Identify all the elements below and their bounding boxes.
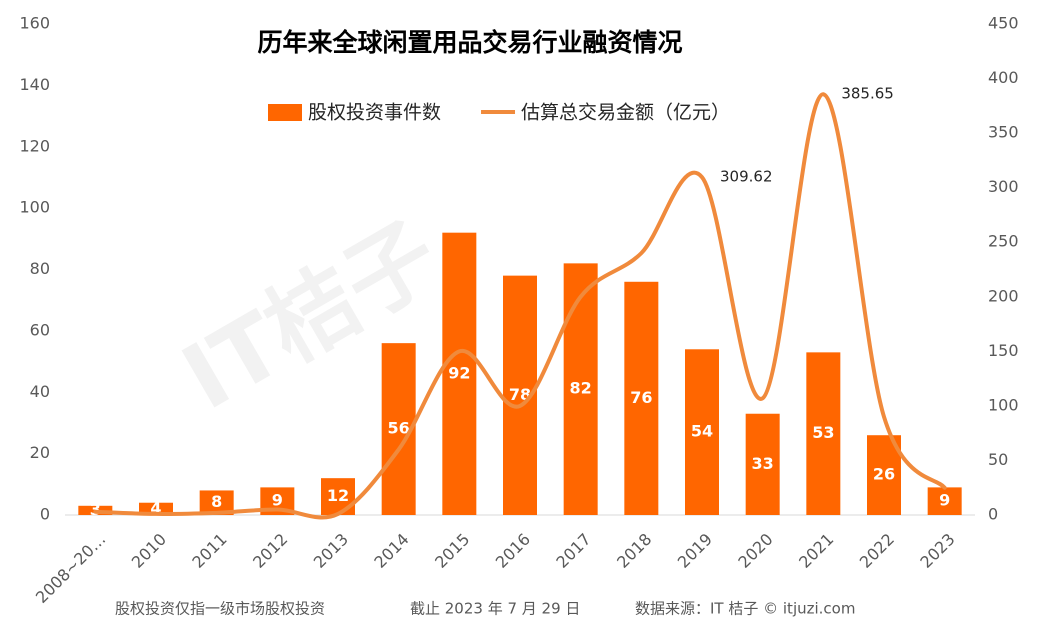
bar-value-label: 8: [211, 492, 222, 511]
bar-value-label: 76: [630, 388, 652, 407]
chart-title: 历年来全球闲置用品交易行业融资情况: [257, 28, 682, 57]
line-value-label: 309.62: [720, 168, 773, 186]
y2-tick-label: 150: [988, 341, 1019, 360]
bar-value-label: 54: [691, 422, 713, 441]
bar: [927, 487, 962, 515]
bar: [806, 352, 841, 515]
bar-value-label: 12: [327, 486, 349, 505]
x-tick-label: 2016: [492, 530, 534, 572]
y-tick-label: 80: [30, 259, 50, 278]
y-tick-label: 40: [30, 382, 50, 401]
y-tick-label: 60: [30, 320, 50, 339]
x-tick-label: 2014: [370, 530, 412, 572]
y2-tick-label: 50: [988, 450, 1008, 469]
x-tick-label: 2022: [856, 530, 898, 572]
x-tick-label: 2017: [552, 530, 594, 572]
x-tick-label: 2008~20…: [32, 530, 109, 607]
y-tick-label: 160: [19, 14, 50, 33]
x-tick-label: 2011: [188, 530, 230, 572]
bar: [563, 263, 598, 515]
y2-tick-label: 350: [988, 123, 1019, 142]
legend-label: 股权投资事件数: [308, 102, 441, 124]
bar-value-label: 9: [939, 491, 950, 510]
bar-value-label: 92: [448, 363, 470, 382]
bar-value-label: 53: [812, 423, 834, 442]
bar-value-label: 3: [90, 500, 101, 519]
y-tick-label: 0: [40, 505, 50, 524]
y-tick-label: 140: [19, 75, 50, 94]
footer-source: 数据来源：IT 桔子 © itjuzi.com: [635, 600, 855, 618]
x-tick-label: 2013: [310, 530, 352, 572]
y2-tick-label: 0: [988, 505, 998, 524]
x-tick-label: 2020: [734, 530, 776, 572]
y2-tick-label: 200: [988, 286, 1019, 305]
y2-tick-label: 450: [988, 14, 1019, 33]
bar-value-label: 4: [150, 498, 161, 517]
x-tick-label: 2018: [613, 530, 655, 572]
bar: [442, 232, 477, 516]
bar-value-label: 82: [570, 379, 592, 398]
y2-tick-label: 300: [988, 177, 1019, 196]
x-tick-label: 2021: [795, 530, 837, 572]
footer-note: 股权投资仅指一级市场股权投资: [115, 600, 325, 618]
y2-tick-label: 100: [988, 395, 1019, 414]
x-tick-label: 2012: [249, 530, 291, 572]
legend-label: 估算总交易金额（亿元）: [521, 102, 730, 124]
x-tick-label: 2010: [128, 530, 170, 572]
x-tick-label: 2015: [431, 530, 473, 572]
bar-value-label: 9: [272, 491, 283, 510]
x-tick-label: 2023: [916, 530, 958, 572]
line-value-label: 385.65: [841, 85, 894, 103]
y2-tick-label: 250: [988, 232, 1019, 251]
y-tick-label: 120: [19, 136, 50, 155]
bar-value-label: 56: [388, 419, 410, 438]
y-tick-label: 20: [30, 443, 50, 462]
x-tick-label: 2019: [674, 530, 716, 572]
bar: [745, 413, 780, 515]
bar: [685, 349, 719, 515]
bar-value-label: 26: [873, 465, 895, 484]
line: [93, 92, 947, 520]
y-tick-label: 100: [19, 198, 50, 217]
legend-swatch: [268, 104, 302, 121]
bar-value-label: 33: [752, 454, 774, 473]
y2-tick-label: 400: [988, 68, 1019, 87]
footer-date: 截止 2023 年 7 月 29 日: [410, 600, 580, 618]
bar: [624, 281, 659, 515]
